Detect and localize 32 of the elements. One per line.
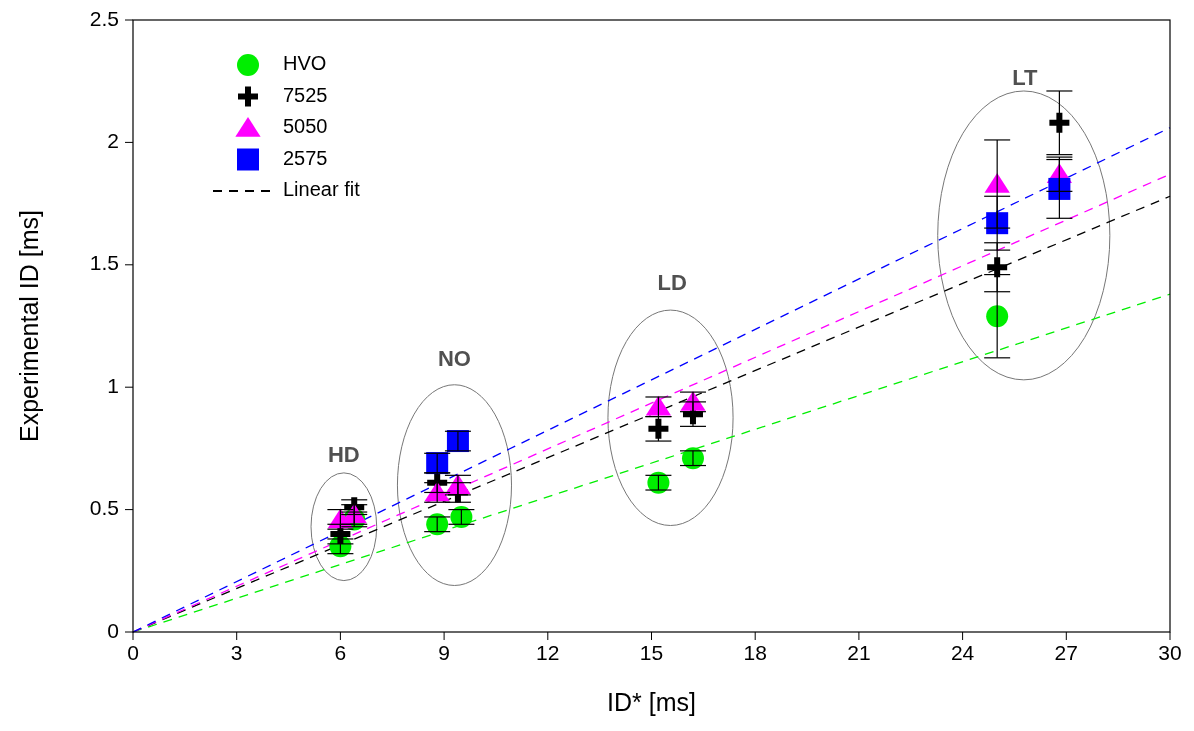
point bbox=[1048, 177, 1071, 200]
x-tick-label: 24 bbox=[950, 641, 975, 664]
x-tick-label: 6 bbox=[334, 641, 347, 664]
y-tick-label: 1.5 bbox=[89, 251, 119, 275]
point bbox=[986, 305, 1009, 328]
x-tick-label: 0 bbox=[127, 641, 139, 664]
x-tick-label: 9 bbox=[438, 641, 450, 664]
legend-label: Linear fit bbox=[283, 178, 361, 201]
annotation: NO bbox=[437, 346, 471, 372]
annotation: LD bbox=[657, 270, 687, 296]
y-tick-label: 0 bbox=[107, 618, 119, 642]
legend-label: 7525 bbox=[283, 83, 328, 106]
legend-label: 2575 bbox=[283, 146, 328, 169]
x-tick-label: 15 bbox=[639, 641, 664, 664]
x-tick-label: 12 bbox=[536, 641, 560, 664]
point bbox=[984, 173, 1010, 193]
x-axis-title: ID* [ms] bbox=[607, 688, 696, 716]
x-tick-label: 30 bbox=[1158, 641, 1182, 664]
point bbox=[1049, 112, 1070, 133]
y-tick-label: 1 bbox=[107, 373, 119, 397]
legend-label: HVO bbox=[283, 52, 327, 75]
y-tick-label: 0.5 bbox=[89, 496, 119, 520]
annotation: LT bbox=[1012, 64, 1038, 90]
y-tick-label: 2.5 bbox=[89, 6, 119, 30]
x-tick-label: 21 bbox=[847, 641, 871, 664]
x-tick-label: 18 bbox=[743, 641, 767, 664]
x-tick-label: 3 bbox=[230, 641, 243, 664]
legend-label: 5050 bbox=[283, 115, 328, 138]
x-tick-label: 27 bbox=[1054, 641, 1078, 664]
y-tick-label: 2 bbox=[107, 128, 119, 152]
y-axis-title: Experimental ID [ms] bbox=[15, 209, 43, 443]
annotation: HD bbox=[327, 441, 360, 467]
